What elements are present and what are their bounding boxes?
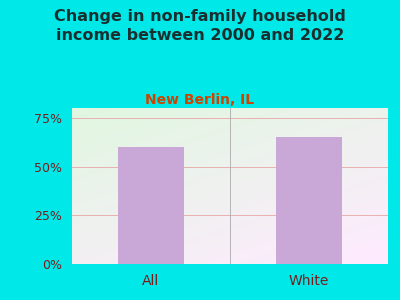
Bar [276,137,342,264]
Text: Change in non-family household
income between 2000 and 2022: Change in non-family household income be… [54,9,346,43]
Bar [118,147,184,264]
Text: New Berlin, IL: New Berlin, IL [146,93,254,107]
